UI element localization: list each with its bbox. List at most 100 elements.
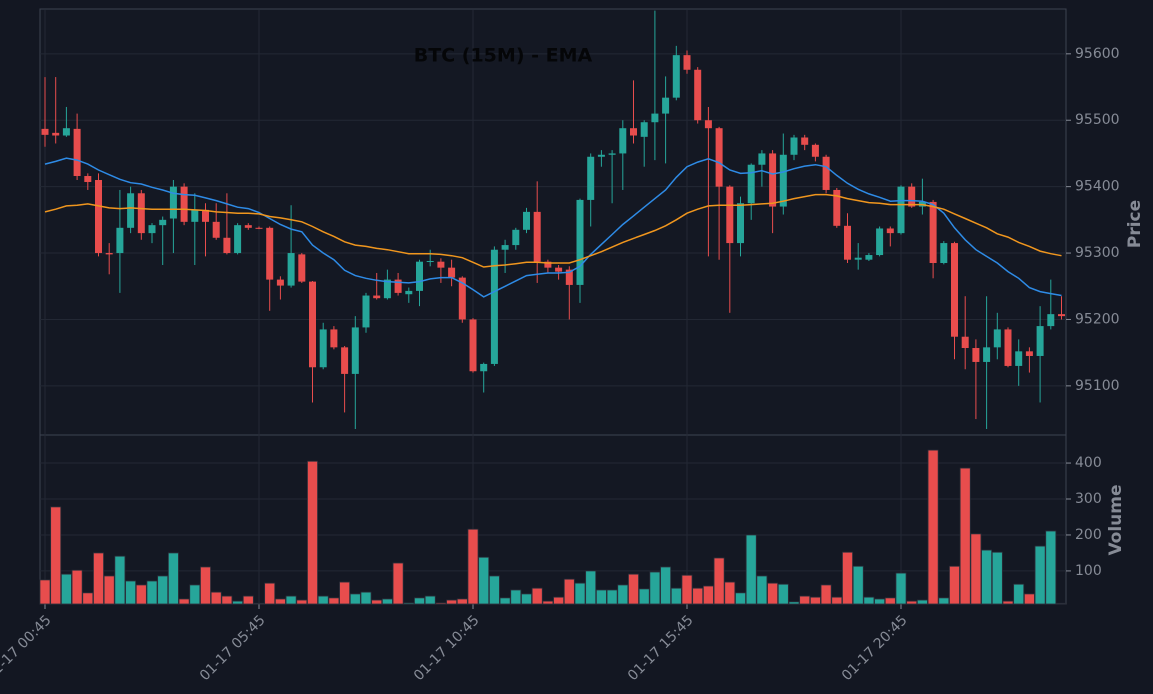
candle-body [715,128,723,187]
candle-body [779,154,787,207]
candle-body [565,269,573,285]
candle-body [416,261,423,291]
candle-body [180,186,188,222]
volume-bar [585,570,597,605]
candle-body [1047,314,1055,327]
candle-body [640,122,648,137]
volume-bar [692,587,704,605]
candle-body [769,153,777,207]
volume-bar [702,585,714,605]
volume-axis-label: Volume [1106,484,1126,555]
candle-body [405,290,413,295]
volume-bar [874,598,886,605]
volume-bar [242,595,254,605]
candle-body [52,132,60,136]
volume-bar [264,582,276,605]
volume-bar [713,557,725,605]
volume-bar [82,592,94,605]
volume-bar [146,580,158,605]
volume-bar [542,600,554,605]
candle-body [105,253,113,255]
volume-bar [499,597,511,605]
candle-body [587,156,595,200]
price-panel [39,8,1067,436]
volume-bar [178,598,190,605]
volume-bar [563,578,575,605]
candle-body [608,153,616,155]
volume-bar [927,449,939,605]
candle-body [523,211,530,230]
volume-bar [456,598,468,605]
y-tick-label: 95400 [1075,179,1120,195]
candle-body [41,128,49,135]
volume-bar [1034,545,1046,605]
volume-bar [670,587,682,605]
candle-body [469,319,477,372]
volume-bar [884,597,896,605]
volume-bar [831,596,843,605]
volume-bar [125,580,137,605]
volume-bar [360,591,372,605]
volume-bar [767,582,779,605]
volume-bar [414,597,425,605]
candle-body [1025,351,1033,356]
volume-panel [39,434,1067,605]
candle-body [95,180,102,254]
volume-bar [1056,602,1067,605]
volume-tick-label: 200 [1075,527,1102,543]
candle-body [212,221,220,238]
volume-bar [114,555,126,605]
candle-body [533,211,541,262]
candle-body [330,329,338,348]
candle-body [266,227,274,280]
volume-bar [820,584,832,605]
volume-tick-label: 400 [1075,455,1102,471]
candle-body [373,295,381,299]
volume-bar [949,565,960,605]
volume-bar [799,595,811,605]
volume-bar [745,534,757,605]
volume-bar [381,598,393,605]
volume-bar [200,566,211,605]
volume-bar [1013,583,1025,605]
candle-body [854,257,862,260]
volume-bar [521,593,532,605]
volume-bar [660,566,672,605]
volume-bar [232,600,244,605]
candle-body [940,243,948,264]
volume-bar [167,552,179,605]
volume-bar [735,592,746,605]
candle-body [116,227,124,254]
ema-line [44,193,1062,268]
candle-body [309,281,316,368]
candle-body [287,253,295,286]
volume-bar [617,584,629,605]
candle-body [62,128,70,136]
volume-bar [938,597,950,605]
volume-bar [906,600,918,605]
volume-bar [135,584,147,605]
candle-body [341,347,349,374]
candle-body [426,261,434,263]
volume-bar [103,575,115,605]
marks [39,10,1067,605]
candle-body [383,279,391,299]
volume-bar [210,591,222,605]
volume-bar [970,533,982,605]
candle-body [876,228,884,256]
candle-body [298,254,306,282]
volume-bar [991,551,1003,605]
candle-body [790,137,798,155]
candle-body [801,137,809,145]
candle-body [1015,351,1023,366]
candle-body [662,97,670,114]
candle-body [1058,314,1065,317]
y-tick-label: 95300 [1075,245,1120,261]
candle-body [630,128,637,136]
volume-bar [328,597,340,605]
volume-bar [895,572,907,605]
volume-bar [756,575,768,605]
candle-body [191,209,199,222]
y-tick-label: 95600 [1075,46,1120,62]
